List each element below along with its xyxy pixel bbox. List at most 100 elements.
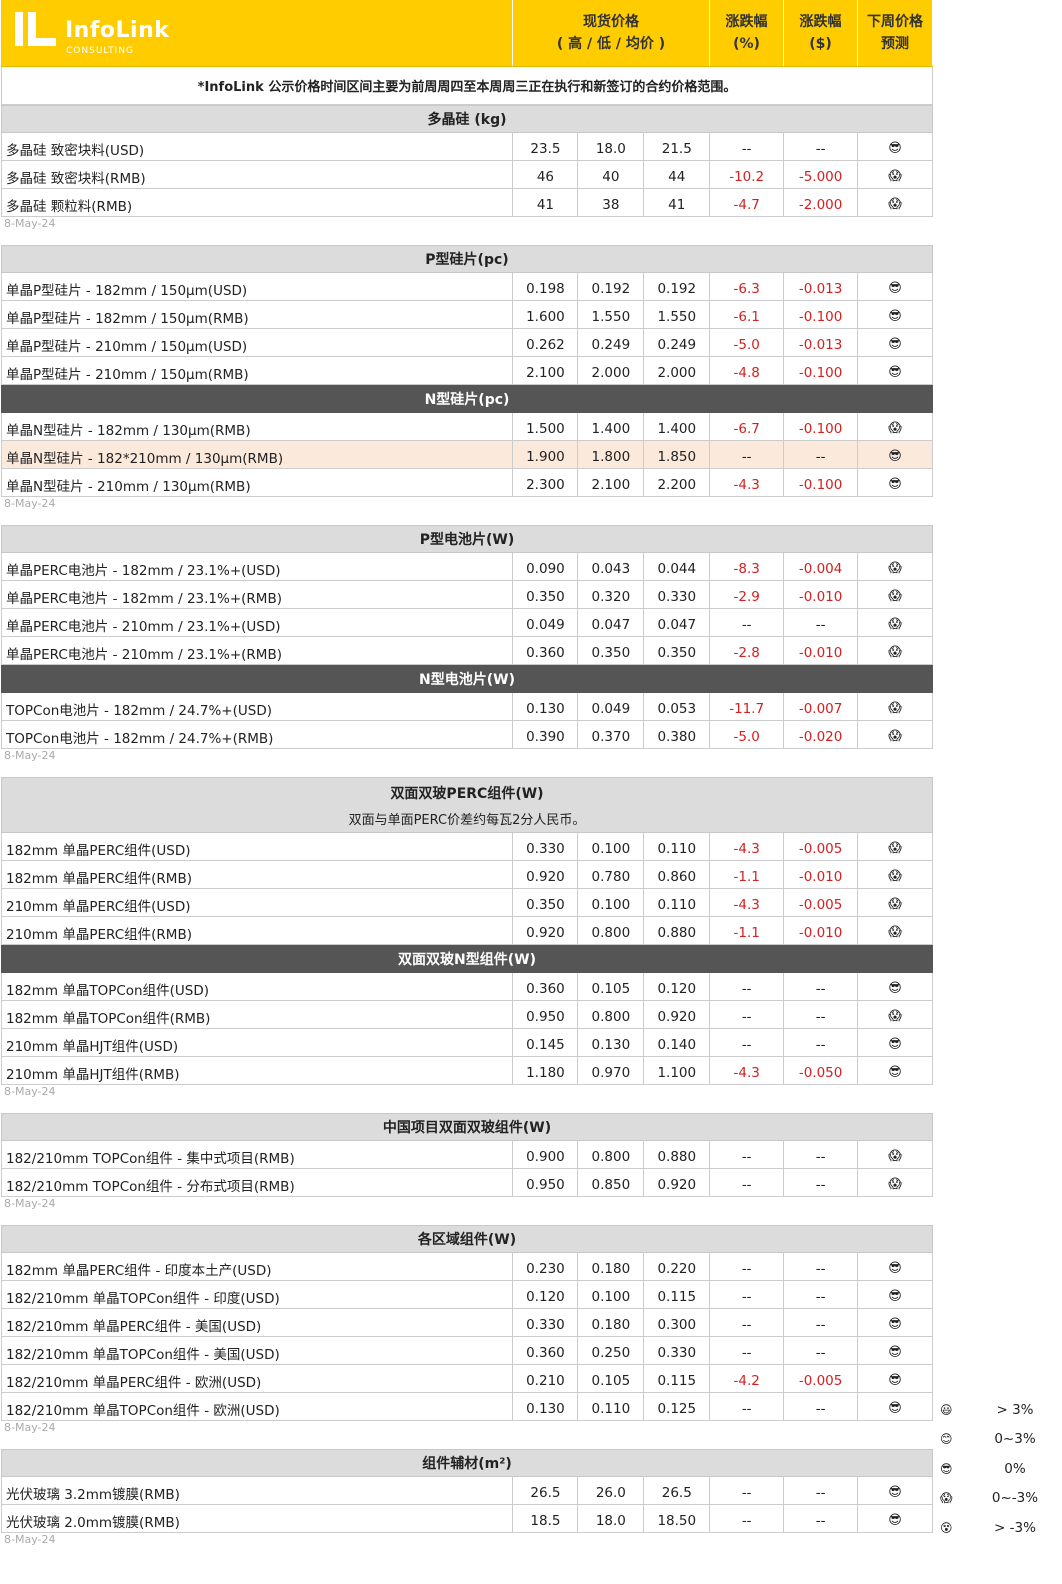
price-cell: -0.100 [784, 469, 859, 496]
legend-item: 😱 0~-3% [940, 1484, 1050, 1514]
forecast-icon: 😎 [858, 973, 933, 1000]
legend-label: 0~-3% [991, 1490, 1039, 1507]
product-name: 光伏玻璃 3.2mm镀膜(RMB) [2, 1477, 514, 1504]
table-header: InfoLink CONSULTING 现货价格 ( 高 / 低 / 均价 ) 涨跌… [1, 0, 933, 67]
product-name: 多晶硅 致密块料(USD) [2, 133, 514, 160]
table-row: 182mm 单晶PERC组件(USD) 0.330 0.100 0.110 -4.3 -0… [1, 833, 933, 861]
price-cell: -0.100 [784, 301, 859, 328]
price-cell: 0.130 [578, 1029, 645, 1056]
price-cell: -- [710, 133, 785, 160]
forecast-icon: 😱 [858, 609, 933, 636]
forecast-icon: 😱 [858, 833, 933, 860]
product-name: 182mm 单晶PERC组件(USD) [2, 833, 514, 860]
forecast-icon: 😱 [858, 721, 933, 748]
column-header-line: 预测 [881, 36, 909, 52]
price-cell: -- [710, 1393, 785, 1420]
section-header: P型电池片(W) [1, 525, 933, 553]
product-name: TOPCon电池片 - 182mm / 24.7%+(RMB) [2, 721, 514, 748]
price-cell: -- [784, 1393, 859, 1420]
legend-item: 😎 0% [940, 1454, 1050, 1484]
price-cell: -0.010 [784, 637, 859, 664]
price-cell: 18.5 [513, 1505, 579, 1532]
forecast-icon: 😎 [858, 301, 933, 328]
column-header-line: 下周价格 [867, 14, 923, 30]
section-header: P型硅片(pc) [1, 245, 933, 273]
table-row: 182/210mm 单晶PERC组件 - 美国(USD) 0.330 0.180 0.… [1, 1309, 933, 1337]
price-cell: -- [710, 1253, 785, 1280]
product-name: 单晶PERC电池片 - 210mm / 23.1%+(RMB) [2, 637, 514, 664]
column-header: 现货价格 ( 高 / 低 / 均价 ) [513, 0, 710, 66]
price-cell: 0.053 [644, 693, 711, 720]
price-cell: -4.2 [710, 1365, 785, 1392]
price-cell: 41 [644, 189, 711, 216]
table-row: 182mm 单晶TOPCon组件(RMB) 0.950 0.800 0.920 -- --… [1, 1001, 933, 1029]
forecast-icon: 😱 [858, 889, 933, 916]
price-cell: 0.360 [513, 973, 579, 1000]
section-title: 双面双玻PERC组件(W) [390, 785, 544, 802]
price-cell: 0.115 [644, 1281, 711, 1308]
product-name: 182/210mm 单晶TOPCon组件 - 印度(USD) [2, 1281, 514, 1308]
price-cell: -- [784, 1029, 859, 1056]
section-header: 双面双玻PERC组件(W) 双面与单面PERC价差约每瓦2分人民币。 [1, 777, 933, 833]
product-name: 单晶PERC电池片 - 210mm / 23.1%+(USD) [2, 609, 514, 636]
table-row: 多晶硅 致密块料(RMB) 46 40 44 -10.2 -5.000 😱 [1, 161, 933, 189]
price-cell: -4.3 [710, 1057, 785, 1084]
price-cell: 26.5 [513, 1477, 579, 1504]
price-cell: 0.125 [644, 1393, 711, 1420]
price-cell: 0.180 [578, 1309, 645, 1336]
table-row: 182mm 单晶PERC组件 - 印度本土产(USD) 0.230 0.180 0.2… [1, 1253, 933, 1281]
column-header-line: 现货价格 [583, 14, 639, 30]
price-cell: -- [710, 1505, 785, 1532]
price-cell: 1.500 [513, 413, 579, 440]
subsection-header: N型硅片(pc) [1, 385, 933, 413]
forecast-icon: 😎 [858, 1477, 933, 1504]
logo-mark [15, 12, 56, 46]
product-name: 单晶PERC电池片 - 182mm / 23.1%+(RMB) [2, 581, 514, 608]
price-cell: -- [784, 1505, 859, 1532]
price-cell: -8.3 [710, 553, 785, 580]
forecast-icon: 😎 [858, 1393, 933, 1420]
forecast-icon: 😎 [858, 357, 933, 384]
price-cell: -6.3 [710, 273, 785, 300]
table-row: 单晶P型硅片 - 210mm / 150μm(RMB) 2.100 2.000 2.0… [1, 357, 933, 385]
forecast-icon: 😱 [858, 1001, 933, 1028]
subsection-header: 双面双玻N型组件(W) [1, 945, 933, 973]
product-name: 182mm 单晶TOPCon组件(USD) [2, 973, 514, 1000]
price-cell: 0.950 [513, 1001, 579, 1028]
price-cell: -0.005 [784, 1365, 859, 1392]
price-cell: 0.800 [578, 917, 645, 944]
price-cell: -0.013 [784, 329, 859, 356]
price-cell: 0.320 [578, 581, 645, 608]
date-label: 8-May-24 [4, 1533, 56, 1546]
table-row: 单晶P型硅片 - 182mm / 150μm(RMB) 1.600 1.550 1.5… [1, 301, 933, 329]
price-cell: 0.110 [644, 889, 711, 916]
forecast-icon: 😎 [858, 1253, 933, 1280]
price-cell: 0.360 [513, 1337, 579, 1364]
product-name: 多晶硅 颗粒料(RMB) [2, 189, 514, 216]
price-cell: 40 [578, 161, 645, 188]
price-cell: -- [710, 1169, 785, 1196]
price-cell: -- [784, 441, 859, 468]
product-name: 单晶P型硅片 - 210mm / 150μm(RMB) [2, 357, 514, 384]
price-cell: 18.0 [578, 1505, 645, 1532]
price-cell: 0.350 [578, 637, 645, 664]
product-name: 单晶P型硅片 - 210mm / 150μm(USD) [2, 329, 514, 356]
forecast-icon: 😱 [858, 581, 933, 608]
price-cell: 0.044 [644, 553, 711, 580]
product-name: 单晶N型硅片 - 182mm / 130μm(RMB) [2, 413, 514, 440]
price-cell: -- [710, 1141, 785, 1168]
price-cell: 26.5 [644, 1477, 711, 1504]
table-row: 单晶P型硅片 - 210mm / 150μm(USD) 0.262 0.249 0.2… [1, 329, 933, 357]
table-row: 210mm 单晶HJT组件(USD) 0.145 0.130 0.140 -- -- 😎 [1, 1029, 933, 1057]
table-row: 210mm 单晶HJT组件(RMB) 1.180 0.970 1.100 -4.3 -0.… [1, 1057, 933, 1085]
price-cell: -- [710, 1281, 785, 1308]
price-cell: 41 [513, 189, 579, 216]
price-cell: 0.350 [513, 889, 579, 916]
forecast-icon: 😱 [858, 917, 933, 944]
price-cell: 0.330 [513, 1309, 579, 1336]
price-cell: -- [784, 1477, 859, 1504]
price-cell: 0.100 [578, 889, 645, 916]
price-cell: -4.7 [710, 189, 785, 216]
price-cell: 0.920 [513, 861, 579, 888]
